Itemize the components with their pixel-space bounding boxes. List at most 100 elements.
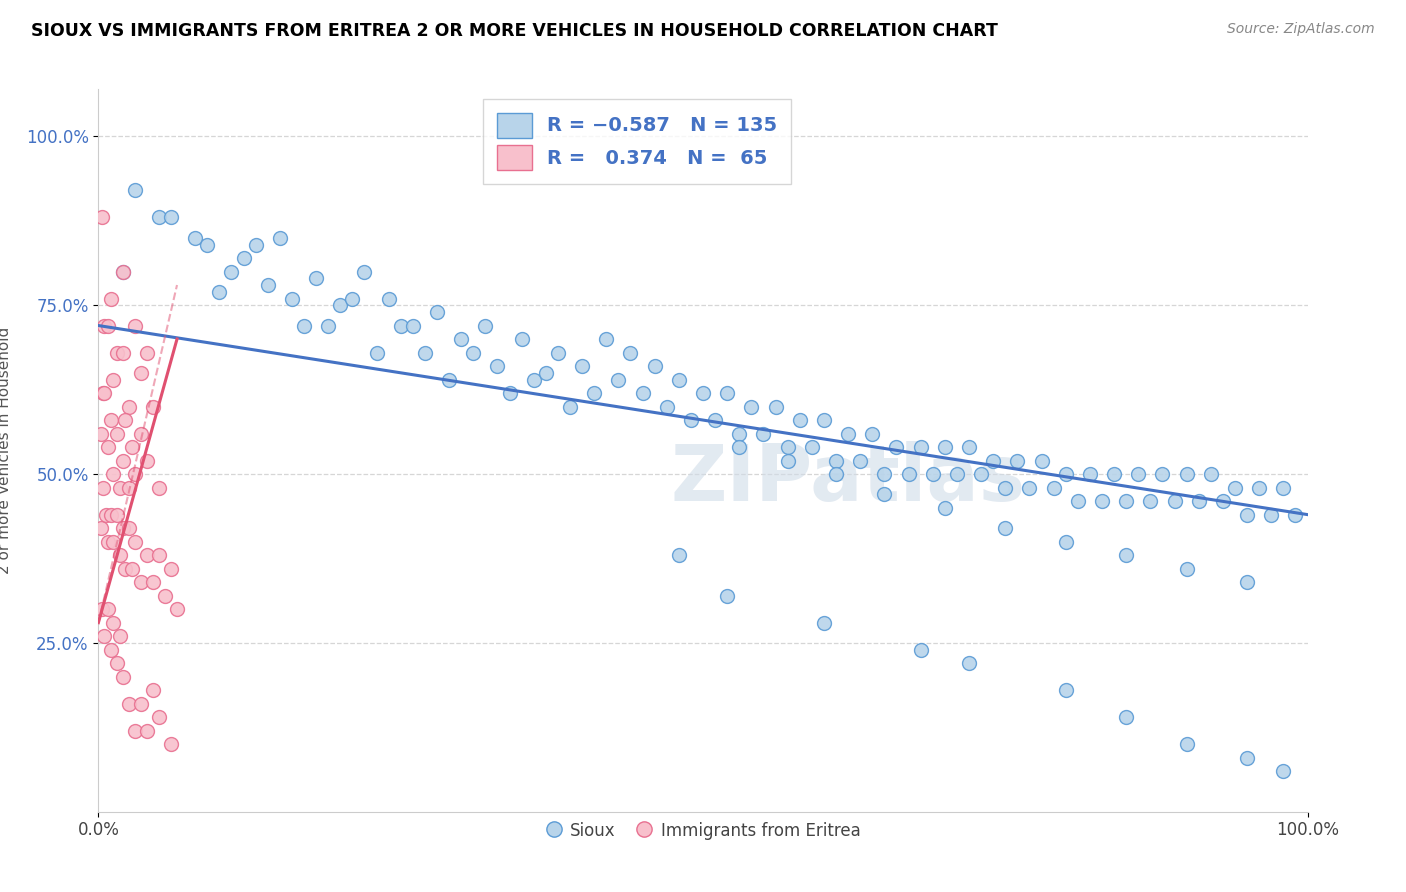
- Point: [558, 400, 581, 414]
- Point: [946, 467, 969, 481]
- Point: [765, 400, 787, 414]
- Point: [111, 345, 134, 359]
- Point: [1223, 481, 1246, 495]
- Point: [389, 318, 412, 333]
- Point: [160, 561, 183, 575]
- Point: [118, 521, 141, 535]
- Point: [100, 508, 122, 522]
- Point: [90, 426, 112, 441]
- Point: [413, 345, 436, 359]
- Point: [93, 386, 115, 401]
- Point: [1272, 764, 1295, 779]
- Point: [135, 453, 157, 467]
- Point: [111, 453, 134, 467]
- Point: [105, 508, 128, 522]
- Point: [377, 292, 399, 306]
- Point: [97, 534, 120, 549]
- Point: [1054, 683, 1077, 698]
- Point: [463, 345, 485, 359]
- Point: [619, 345, 641, 359]
- Point: [100, 642, 122, 657]
- Point: [105, 656, 128, 670]
- Point: [547, 345, 569, 359]
- Point: [97, 602, 120, 616]
- Point: [1007, 453, 1029, 467]
- Point: [121, 440, 143, 454]
- Point: [105, 345, 128, 359]
- Point: [510, 332, 533, 346]
- Point: [1054, 467, 1077, 481]
- Point: [135, 723, 157, 738]
- Point: [135, 345, 157, 359]
- Point: [692, 386, 714, 401]
- Point: [148, 481, 170, 495]
- Point: [142, 575, 165, 590]
- Point: [1091, 494, 1114, 508]
- Point: [981, 453, 1004, 467]
- Point: [329, 298, 352, 312]
- Point: [208, 285, 231, 299]
- Point: [111, 670, 134, 684]
- Point: [124, 318, 146, 333]
- Point: [114, 561, 136, 575]
- Point: [1212, 494, 1234, 508]
- Point: [668, 373, 690, 387]
- Point: [129, 575, 152, 590]
- Point: [1115, 710, 1137, 724]
- Point: [245, 237, 267, 252]
- Point: [124, 467, 146, 481]
- Point: [886, 440, 908, 454]
- Point: [1078, 467, 1101, 481]
- Point: [1163, 494, 1185, 508]
- Point: [305, 271, 328, 285]
- Point: [342, 292, 364, 306]
- Point: [108, 548, 131, 562]
- Point: [100, 292, 122, 306]
- Point: [813, 413, 835, 427]
- Point: [1188, 494, 1211, 508]
- Point: [957, 440, 980, 454]
- Point: [129, 697, 152, 711]
- Point: [108, 629, 131, 643]
- Point: [90, 521, 112, 535]
- Point: [124, 723, 146, 738]
- Point: [121, 561, 143, 575]
- Point: [1260, 508, 1282, 522]
- Point: [523, 373, 546, 387]
- Point: [1284, 508, 1306, 522]
- Point: [195, 237, 218, 252]
- Point: [142, 400, 165, 414]
- Point: [111, 521, 134, 535]
- Point: [118, 400, 141, 414]
- Point: [281, 292, 304, 306]
- Point: [1128, 467, 1150, 481]
- Point: [148, 548, 170, 562]
- Point: [160, 737, 183, 751]
- Point: [450, 332, 472, 346]
- Point: [91, 602, 114, 616]
- Point: [873, 467, 896, 481]
- Point: [910, 440, 932, 454]
- Point: [595, 332, 617, 346]
- Point: [934, 440, 956, 454]
- Point: [105, 426, 128, 441]
- Point: [716, 589, 738, 603]
- Point: [668, 548, 690, 562]
- Point: [166, 602, 188, 616]
- Point: [148, 710, 170, 724]
- Point: [1175, 561, 1198, 575]
- Point: [716, 386, 738, 401]
- Y-axis label: 2 or more Vehicles in Household: 2 or more Vehicles in Household: [0, 326, 11, 574]
- Point: [101, 615, 124, 630]
- Point: [789, 413, 811, 427]
- Point: [111, 264, 134, 278]
- Point: [135, 548, 157, 562]
- Point: [94, 508, 117, 522]
- Point: [111, 264, 134, 278]
- Point: [129, 366, 152, 380]
- Point: [221, 264, 243, 278]
- Point: [776, 453, 799, 467]
- Point: [437, 373, 460, 387]
- Point: [1199, 467, 1222, 481]
- Point: [101, 534, 124, 549]
